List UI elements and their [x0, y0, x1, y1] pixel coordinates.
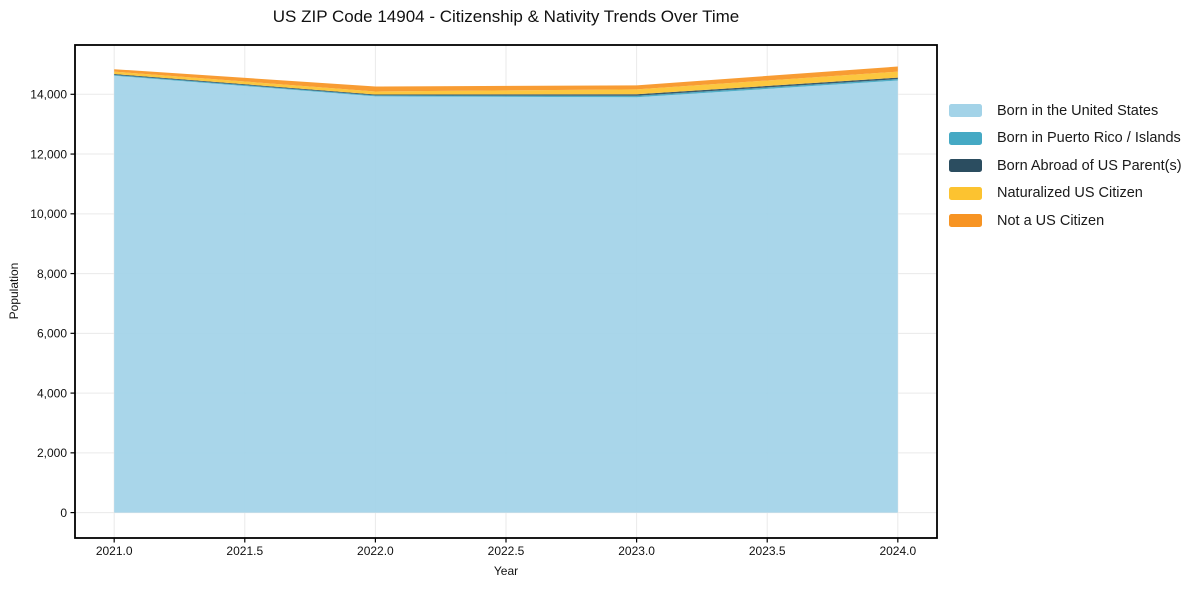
- y-tick-label: 12,000: [30, 147, 67, 161]
- area-series-2: [114, 73, 898, 96]
- x-tick-label: 2021.5: [226, 544, 263, 558]
- area-series-0: [114, 75, 898, 513]
- y-tick-label: 14,000: [30, 88, 67, 102]
- legend-item: Born Abroad of US Parent(s): [949, 152, 1182, 180]
- legend-swatch-icon: [949, 131, 982, 145]
- legend-label: Born Abroad of US Parent(s): [997, 157, 1182, 174]
- area-series-4: [114, 66, 898, 92]
- legend-swatch-icon: [949, 104, 982, 118]
- y-axis-label: Population: [7, 262, 21, 320]
- legend-label: Naturalized US Citizen: [997, 185, 1143, 202]
- x-axis-label: Year: [493, 564, 519, 578]
- y-tick-label: 0: [60, 506, 67, 520]
- legend-item: Not a US Citizen: [949, 207, 1182, 235]
- y-tick-label: 2,000: [37, 446, 67, 460]
- legend-label: Born in the United States: [997, 102, 1159, 119]
- x-tick-label: 2024.0: [879, 544, 916, 558]
- legend-swatch-icon: [949, 186, 982, 200]
- x-tick-label: 2023.0: [618, 544, 655, 558]
- legend-label: Not a US Citizen: [997, 212, 1105, 229]
- legend: Born in the United States Born in Puerto …: [949, 97, 1182, 235]
- legend-swatch-icon: [949, 159, 982, 173]
- x-axis: 2021.0 2021.5 2022.0 2022.5 2023.0 2023.5 2024…: [96, 538, 916, 558]
- x-tick-label: 2021.0: [96, 544, 133, 558]
- y-axis: 0 2,000 4,000 6,000 8,000 10,000 12,000 14,000: [30, 88, 75, 520]
- legend-label: Born in Puerto Rico / Islands: [997, 130, 1181, 147]
- legend-item: Born in the United States: [949, 97, 1182, 125]
- legend-swatch-icon: [949, 214, 982, 228]
- stacked-areas: [114, 66, 898, 513]
- chart-title: US ZIP Code 14904 - Citizenship & Nativi…: [272, 7, 740, 26]
- area-series-1: [114, 74, 898, 98]
- y-tick-label: 8,000: [37, 267, 67, 281]
- x-tick-label: 2022.5: [488, 544, 525, 558]
- y-tick-label: 10,000: [30, 207, 67, 221]
- x-tick-label: 2023.5: [749, 544, 786, 558]
- y-tick-label: 4,000: [37, 386, 67, 400]
- area-series-3: [114, 71, 898, 95]
- legend-item: Naturalized US Citizen: [949, 180, 1182, 208]
- legend-item: Born in Puerto Rico / Islands: [949, 125, 1182, 153]
- x-tick-label: 2022.0: [357, 544, 394, 558]
- y-tick-label: 6,000: [37, 327, 67, 341]
